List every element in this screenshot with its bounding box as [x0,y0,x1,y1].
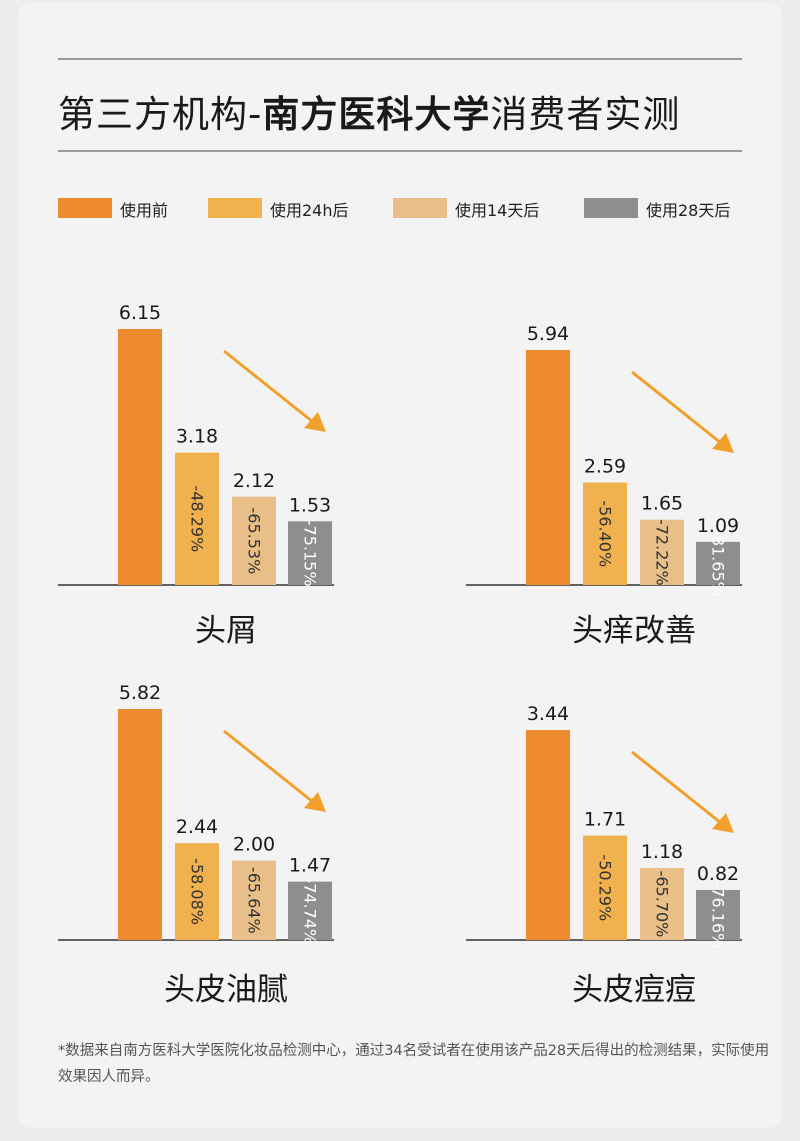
title-emphasis: 南方医科大学 [262,93,491,136]
chart-panel: 6.15 3.18 -48.29% 2.12 -65.53% 1.53 -75.15% 头屑 [58,302,334,649]
bar [232,860,276,940]
bar-value-label: 6.15 [119,302,161,324]
bar-change-label: -81.65% [709,530,728,597]
trend-arrowhead [304,792,326,812]
legend-label: 使用28天后 [646,201,731,220]
bar-change-label: -65.53% [245,507,264,574]
bar-value-label: 3.18 [176,426,218,448]
bar [526,350,570,585]
bar [232,496,276,585]
legend-swatch [584,198,638,218]
bar-value-label: 2.44 [176,816,218,838]
bar-change-label: -50.29% [596,854,615,921]
bar [696,541,740,585]
page-title: 第三方机构-南方医科大学消费者实测 [58,84,758,136]
title-prefix: 第三方机构- [58,93,263,136]
trend-arrow [631,750,727,829]
bar [175,452,219,585]
bar-value-label: 1.65 [641,493,683,515]
bar-value-label: 2.12 [233,470,275,492]
bar-change-label: -75.15% [301,520,320,587]
legend-swatch [58,198,112,218]
bar-value-label: 1.71 [584,809,626,831]
trend-arrowhead [712,813,734,833]
bar-value-label: 1.53 [289,494,331,516]
chart-panel: 3.44 1.71 -50.29% 1.18 -65.70% 0.82-76.16% 头皮痘… [466,703,742,1008]
chart-panel: 5.82 2.44 -58.08% 2.00 -65.64% 1.47-74.74% 头皮油… [58,682,334,1008]
bar-change-label: -74.74% [301,877,320,944]
trend-arrowhead [304,412,326,432]
chart-panel: 5.94 2.59 -56.40% 1.65 -72.22% 1.09-81.65% 头痒改… [466,323,742,649]
legend-label: 使用前 [120,201,169,220]
legend-swatch [208,198,262,218]
bar-value-label: 5.94 [527,323,569,345]
bar-value-label: 1.47 [289,855,331,877]
bar-change-label: -58.08% [188,858,207,925]
trend-arrow [631,370,727,449]
chart-title: 头皮痘痘 [572,972,696,1008]
trend-arrow [223,729,319,808]
bar-value-label: 2.00 [233,834,275,856]
bar [118,329,162,585]
legend-label: 使用14天后 [455,201,540,220]
bar [640,519,684,585]
bar [288,881,332,940]
bar [526,730,570,940]
legend-label: 使用24h后 [270,201,349,220]
bar-change-label: -76.16% [709,882,728,949]
bar-change-label: -65.64% [245,867,264,934]
bar [640,867,684,940]
bar-change-label: -48.29% [188,485,207,552]
chart-title: 头痒改善 [572,613,696,649]
bar-value-label: 5.82 [119,682,161,704]
trend-arrow [223,349,319,428]
title-suffix: 消费者实测 [490,93,681,136]
top-rule [58,58,742,60]
bar-value-label: 1.09 [697,515,739,537]
bar-value-label: 2.59 [584,456,626,478]
chart-title: 头皮油腻 [164,972,288,1008]
footnote: *数据来自南方医科大学医院化妆品检测中心，通过34名受试者在使用该产品28天后得… [58,1043,770,1085]
bar [175,843,219,940]
chart-title: 头屑 [195,613,257,649]
trend-arrowhead [712,433,734,453]
bar [118,709,162,940]
bar-change-label: -72.22% [653,519,672,586]
bar-change-label: -56.40% [596,500,615,567]
bar-change-label: -65.70% [653,871,672,938]
legend-swatch [393,198,447,218]
bar [583,835,627,940]
bar-value-label: 3.44 [527,703,569,725]
bar [696,889,740,940]
title-rule [58,150,742,152]
bar-value-label: 0.82 [697,863,739,885]
bar [288,521,332,585]
bar-value-label: 1.18 [641,841,683,863]
bar [583,482,627,585]
